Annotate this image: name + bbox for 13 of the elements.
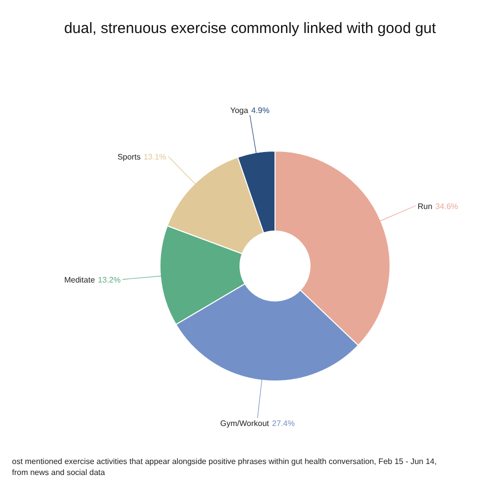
text: from news and social data (12, 467, 106, 478)
slice-label: Sports (117, 152, 141, 161)
data-label: 34.6% (435, 201, 458, 210)
data-label: 13.1% (144, 152, 166, 161)
data-label: 4.9% (251, 106, 270, 115)
slice-label: Meditate (64, 274, 96, 284)
text: ost mentioned exercise activities that appear alongside positive phrases within gut health conversation, Feb 15 - Jun 14, (12, 456, 438, 467)
chart-title: dual, strenuous exercise commonly linked with good gut (63, 20, 437, 37)
slice-label: Gym/Workout (220, 418, 270, 428)
slice-label: Run (418, 201, 432, 210)
data-label: 27.4% (272, 418, 295, 428)
slice-label: Yoga (230, 106, 249, 115)
data-label: 13.2% (98, 274, 121, 284)
